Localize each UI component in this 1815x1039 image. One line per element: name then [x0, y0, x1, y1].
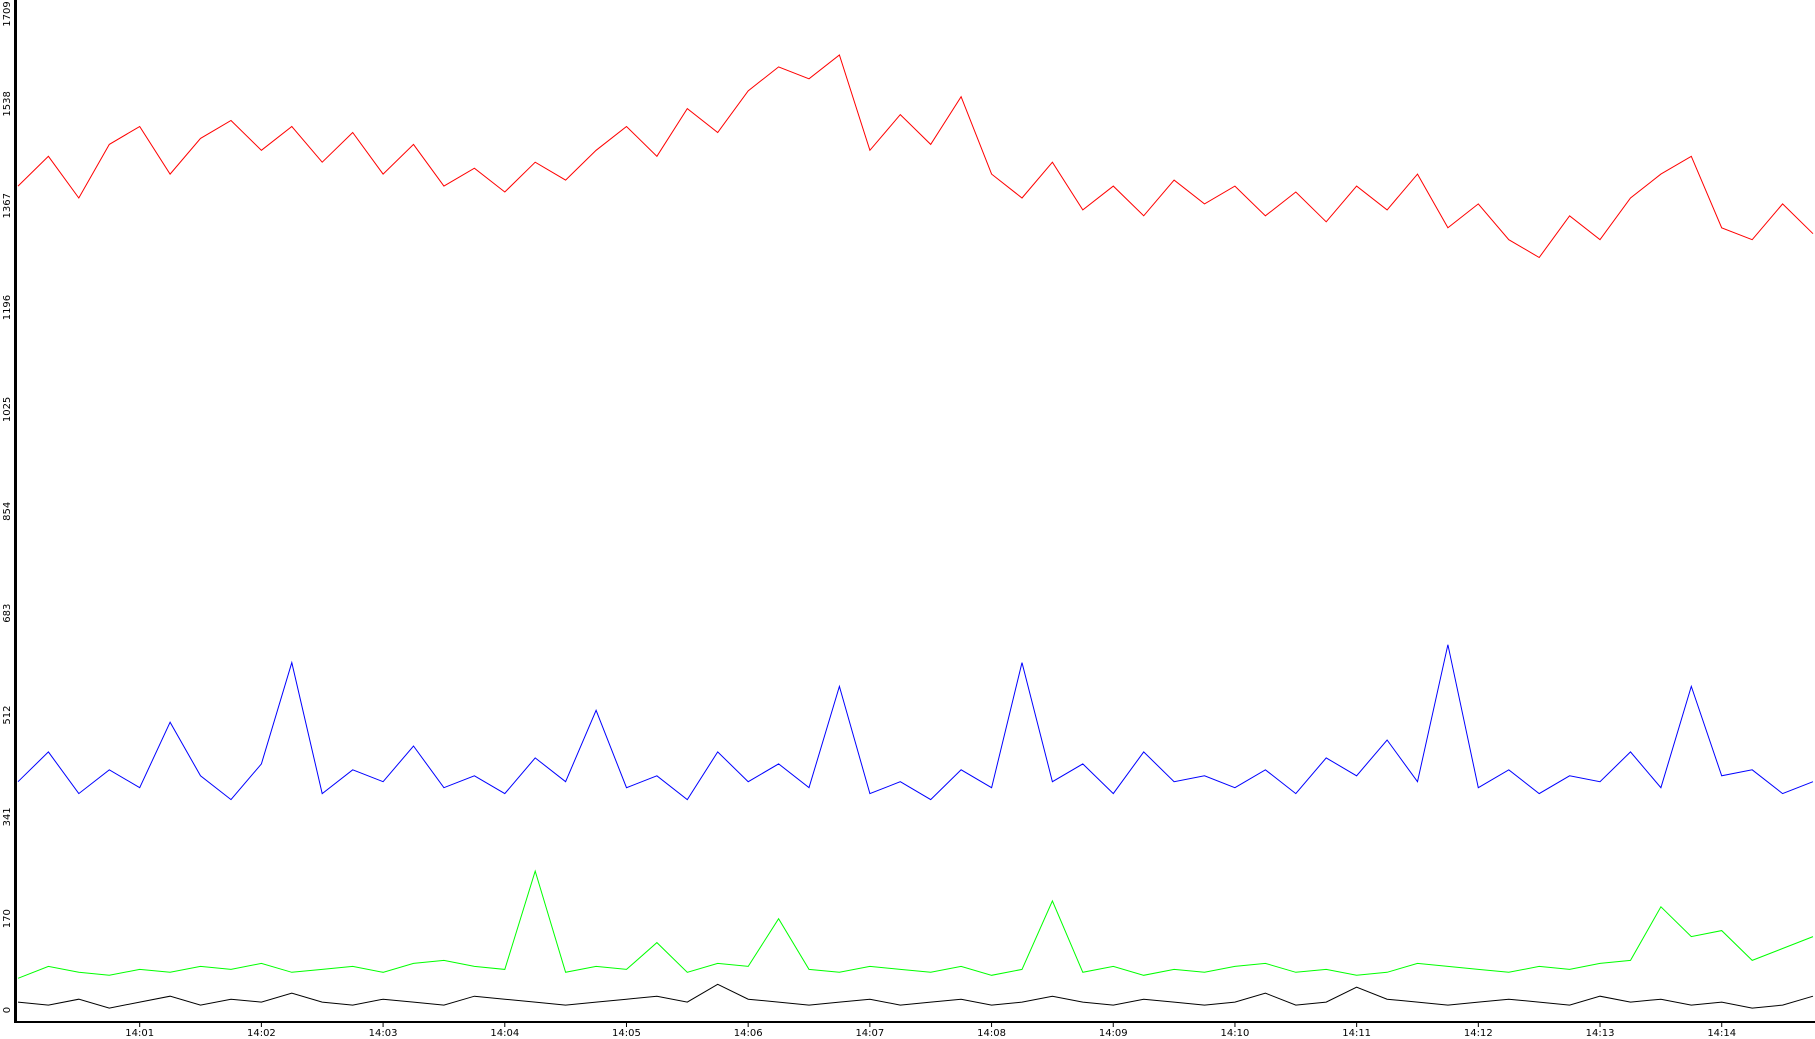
- series-line: [17, 869, 1814, 979]
- y-tick-label: 170: [2, 909, 13, 928]
- x-tick-label: 14:14: [1707, 1028, 1736, 1039]
- x-tick-label: 14:05: [612, 1028, 641, 1039]
- y-tick-label: 1025: [2, 397, 13, 422]
- y-tick-label: 1538: [2, 91, 13, 116]
- x-tick-label: 14:02: [247, 1028, 276, 1039]
- y-tick-label: 1367: [2, 193, 13, 218]
- x-tick-label: 14:08: [977, 1028, 1006, 1039]
- y-tick-label: 683: [2, 604, 13, 623]
- x-tick-label: 14:10: [1221, 1028, 1250, 1039]
- y-tick-label: 0: [2, 1007, 13, 1013]
- x-tick-label: 14:06: [734, 1028, 763, 1039]
- y-tick-label: 854: [2, 502, 13, 521]
- y-tick-label: 341: [2, 807, 13, 826]
- series-line: [17, 54, 1814, 259]
- y-tick-label: 1196: [2, 295, 13, 320]
- x-tick-label: 14:09: [1099, 1028, 1128, 1039]
- x-tick-label: 14:13: [1586, 1028, 1615, 1039]
- x-tick-label: 14:11: [1342, 1028, 1371, 1039]
- x-tick-label: 14:01: [125, 1028, 154, 1039]
- series-line: [17, 983, 1814, 1009]
- x-tick-label: 14:07: [855, 1028, 884, 1039]
- x-tick-label: 14:04: [490, 1028, 519, 1039]
- y-tick-label: 512: [2, 705, 13, 724]
- x-tick-label: 14:12: [1464, 1028, 1493, 1039]
- series-line: [17, 644, 1814, 801]
- y-tick-label: 1709: [2, 1, 13, 26]
- x-tick-label: 14:03: [369, 1028, 398, 1039]
